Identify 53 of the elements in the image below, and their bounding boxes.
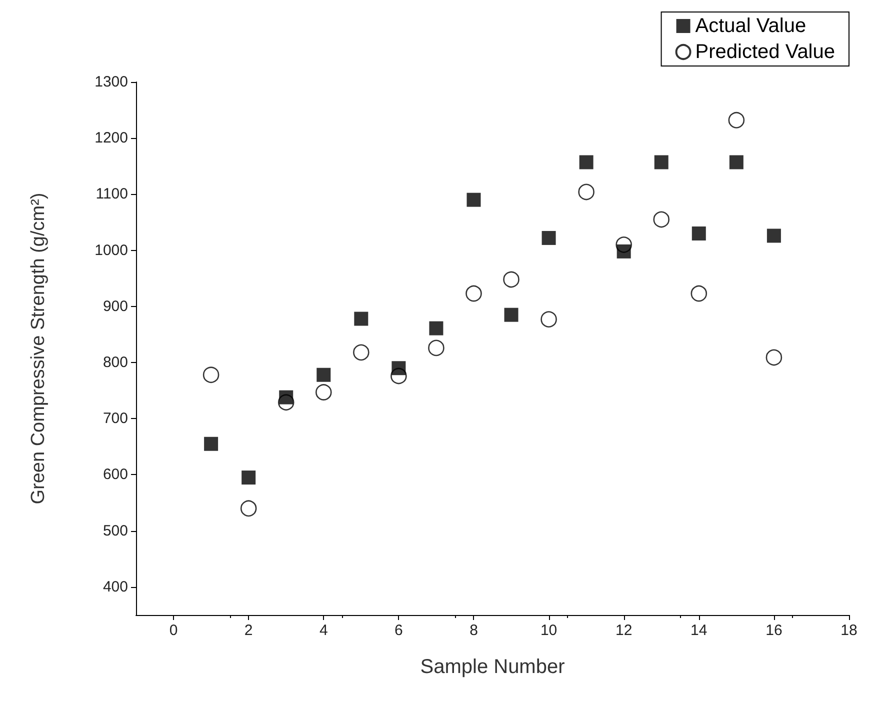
point [202,366,220,384]
x-tick-label: 8 [470,622,478,639]
y-tick-label: 800 [102,354,128,372]
x-tick-label: 18 [840,622,858,639]
y-tick-label: 1200 [94,130,128,147]
point [579,155,594,170]
point [766,228,781,243]
point [729,155,744,170]
point [242,470,256,485]
y-tick-label: 700 [102,410,128,428]
point [728,112,745,128]
x-tick-label: 0 [169,622,178,639]
point [466,192,481,207]
legend-label: Predicted Value [695,41,835,63]
point [766,349,782,366]
point [354,312,368,326]
point [204,436,218,451]
legend-label: Actual Value [695,15,806,37]
point [616,236,632,253]
point [428,340,444,356]
x-tick-label: 2 [244,622,253,639]
point [654,155,668,170]
point [316,368,331,382]
y-tick-label: 1100 [96,186,128,203]
point [429,321,444,336]
point [278,394,294,411]
point [653,211,670,228]
point [315,384,332,400]
point [690,285,708,302]
point [466,285,482,302]
point [692,226,706,240]
point [353,344,370,361]
x-tick-label: 4 [319,622,328,639]
x-axis-title: Sample Number [420,656,566,678]
point [240,500,257,517]
y-tick-label: 600 [102,466,128,484]
y-tick-label: 900 [102,298,128,315]
y-tick-label: 1000 [94,242,128,259]
point [504,308,518,322]
y-tick-label: 500 [102,522,128,540]
x-tick-label: 12 [616,622,632,639]
y-axis-title: Green Compressive Strength (g/cm²) [28,192,49,504]
x-tick-label: 6 [394,622,403,639]
y-tick-label: 1300 [94,74,128,90]
x-tick-label: 10 [540,622,558,639]
point [578,184,594,200]
point [542,230,556,245]
point [540,311,557,328]
x-tick-label: 16 [766,622,782,639]
point [503,271,520,288]
point [390,368,407,384]
x-tick-label: 14 [690,622,708,639]
y-tick-label: 400 [102,578,128,596]
